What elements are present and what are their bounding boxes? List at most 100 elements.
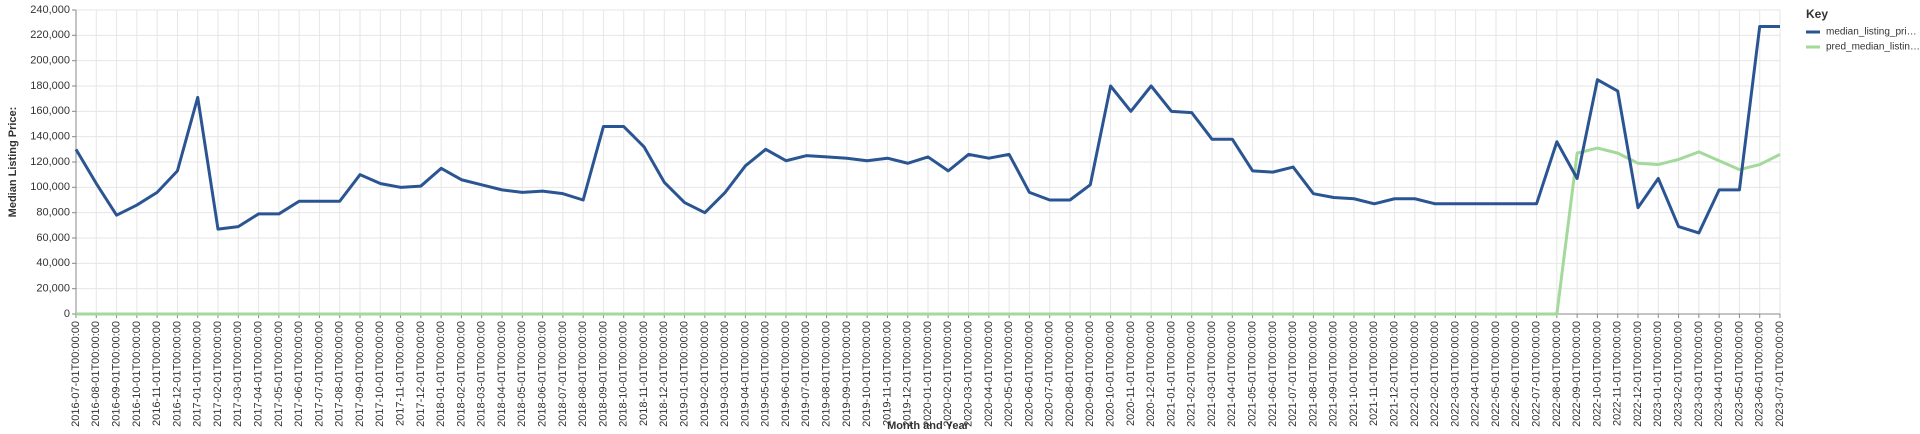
x-tick-label: 2021-01-01T00:00:00 [1165,321,1177,427]
x-tick-label: 2018-02-01T00:00:00 [455,321,467,427]
x-tick-label: 2022-05-01T00:00:00 [1490,321,1502,427]
legend-label: pred_median_listin… [1826,42,1920,53]
x-tick-label: 2022-01-01T00:00:00 [1409,321,1421,427]
legend-label: median_listing_pri… [1826,27,1917,38]
x-tick-label: 2023-02-01T00:00:00 [1672,321,1684,427]
legend-title: Key [1806,7,1828,21]
y-tick-label: 100,000 [30,181,70,193]
x-tick-label: 2023-05-01T00:00:00 [1733,321,1745,427]
x-tick-label: 2017-03-01T00:00:00 [232,321,244,427]
x-tick-label: 2019-08-01T00:00:00 [820,321,832,427]
x-tick-label: 2022-10-01T00:00:00 [1591,321,1603,427]
y-tick-label: 140,000 [30,131,70,143]
x-tick-label: 2020-07-01T00:00:00 [1044,321,1056,427]
x-tick-label: 2021-07-01T00:00:00 [1287,321,1299,427]
x-tick-label: 2021-02-01T00:00:00 [1186,321,1198,427]
x-tick-label: 2019-01-01T00:00:00 [678,321,690,427]
x-tick-label: 2018-04-01T00:00:00 [496,321,508,427]
x-tick-label: 2021-11-01T00:00:00 [1368,321,1380,426]
x-tick-label: 2023-04-01T00:00:00 [1713,321,1725,427]
x-tick-label: 2017-01-01T00:00:00 [192,321,204,427]
x-tick-label: 2022-08-01T00:00:00 [1551,321,1563,427]
x-tick-label: 2017-08-01T00:00:00 [334,321,346,427]
x-tick-label: 2020-01-01T00:00:00 [922,321,934,427]
y-tick-label: 200,000 [30,55,70,67]
x-tick-label: 2020-05-01T00:00:00 [1003,321,1015,427]
x-tick-label: 2018-06-01T00:00:00 [536,321,548,427]
x-tick-label: 2021-08-01T00:00:00 [1307,321,1319,427]
x-tick-label: 2022-09-01T00:00:00 [1571,321,1583,427]
x-tick-label: 2016-07-01T00:00:00 [70,321,82,427]
x-tick-label: 2017-06-01T00:00:00 [293,321,305,427]
x-tick-label: 2017-12-01T00:00:00 [415,321,427,427]
x-tick-label: 2020-04-01T00:00:00 [983,321,995,427]
y-axis-label: Median Listing Price: [7,107,19,218]
x-tick-label: 2022-02-01T00:00:00 [1429,321,1441,427]
x-tick-label: 2019-11-01T00:00:00 [881,321,893,426]
x-tick-label: 2017-09-01T00:00:00 [354,321,366,427]
x-tick-label: 2022-03-01T00:00:00 [1449,321,1461,427]
x-tick-label: 2020-03-01T00:00:00 [962,321,974,427]
x-tick-label: 2018-09-01T00:00:00 [597,321,609,427]
x-tick-label: 2018-07-01T00:00:00 [557,321,569,427]
x-tick-label: 2017-11-01T00:00:00 [394,321,406,426]
x-tick-label: 2016-12-01T00:00:00 [171,321,183,427]
x-tick-label: 2021-12-01T00:00:00 [1388,321,1400,427]
x-tick-label: 2019-02-01T00:00:00 [699,321,711,427]
x-tick-label: 2016-11-01T00:00:00 [151,321,163,426]
x-tick-label: 2018-08-01T00:00:00 [577,321,589,427]
x-tick-label: 2020-10-01T00:00:00 [1104,321,1116,427]
x-tick-label: 2022-12-01T00:00:00 [1632,321,1644,427]
x-tick-label: 2020-02-01T00:00:00 [942,321,954,427]
x-tick-label: 2020-12-01T00:00:00 [1145,321,1157,427]
y-tick-label: 0 [64,308,70,320]
x-tick-label: 2021-04-01T00:00:00 [1226,321,1238,427]
x-tick-label: 2017-04-01T00:00:00 [252,321,264,427]
x-axis-label: Month and Year [887,420,969,432]
series-line [74,24,1780,235]
x-tick-label: 2018-05-01T00:00:00 [516,321,528,427]
y-tick-label: 20,000 [36,283,70,295]
x-tick-label: 2017-02-01T00:00:00 [212,321,224,427]
x-tick-label: 2018-10-01T00:00:00 [618,321,630,427]
x-tick-label: 2016-09-01T00:00:00 [110,321,122,427]
x-tick-label: 2020-08-01T00:00:00 [1064,321,1076,427]
x-tick-label: 2016-08-01T00:00:00 [90,321,102,427]
y-tick-label: 220,000 [30,29,70,41]
x-tick-label: 2019-09-01T00:00:00 [841,321,853,427]
x-tick-label: 2018-03-01T00:00:00 [476,321,488,427]
x-tick-label: 2023-01-01T00:00:00 [1652,321,1664,427]
x-tick-label: 2023-07-01T00:00:00 [1774,321,1786,427]
x-tick-label: 2019-03-01T00:00:00 [719,321,731,427]
x-tick-label: 2018-11-01T00:00:00 [638,321,650,426]
y-tick-label: 160,000 [30,105,70,117]
x-tick-label: 2018-01-01T00:00:00 [435,321,447,427]
x-tick-label: 2019-10-01T00:00:00 [861,321,873,427]
x-tick-label: 2020-09-01T00:00:00 [1084,321,1096,427]
y-tick-label: 120,000 [30,156,70,168]
x-tick-label: 2017-10-01T00:00:00 [374,321,386,427]
x-tick-label: 2021-05-01T00:00:00 [1246,321,1258,427]
x-tick-label: 2023-06-01T00:00:00 [1754,321,1766,427]
x-tick-label: 2017-07-01T00:00:00 [313,321,325,427]
x-tick-label: 2022-04-01T00:00:00 [1470,321,1482,427]
x-tick-label: 2021-09-01T00:00:00 [1328,321,1340,427]
x-tick-label: 2019-04-01T00:00:00 [739,321,751,427]
y-tick-label: 40,000 [36,257,70,269]
y-tick-label: 60,000 [36,232,70,244]
series-line [76,146,1781,316]
x-tick-label: 2018-12-01T00:00:00 [658,321,670,427]
x-tick-label: 2019-05-01T00:00:00 [760,321,772,427]
x-tick-label: 2021-06-01T00:00:00 [1267,321,1279,427]
y-tick-label: 180,000 [30,80,70,92]
x-tick-label: 2021-10-01T00:00:00 [1348,321,1360,427]
x-tick-label: 2019-07-01T00:00:00 [800,321,812,427]
x-tick-label: 2023-03-01T00:00:00 [1693,321,1705,427]
y-tick-label: 80,000 [36,207,70,219]
y-tick-label: 240,000 [30,4,70,16]
x-tick-label: 2017-05-01T00:00:00 [273,321,285,427]
x-tick-label: 2022-06-01T00:00:00 [1510,321,1522,427]
x-tick-label: 2019-06-01T00:00:00 [780,321,792,427]
x-tick-label: 2019-12-01T00:00:00 [902,321,914,427]
